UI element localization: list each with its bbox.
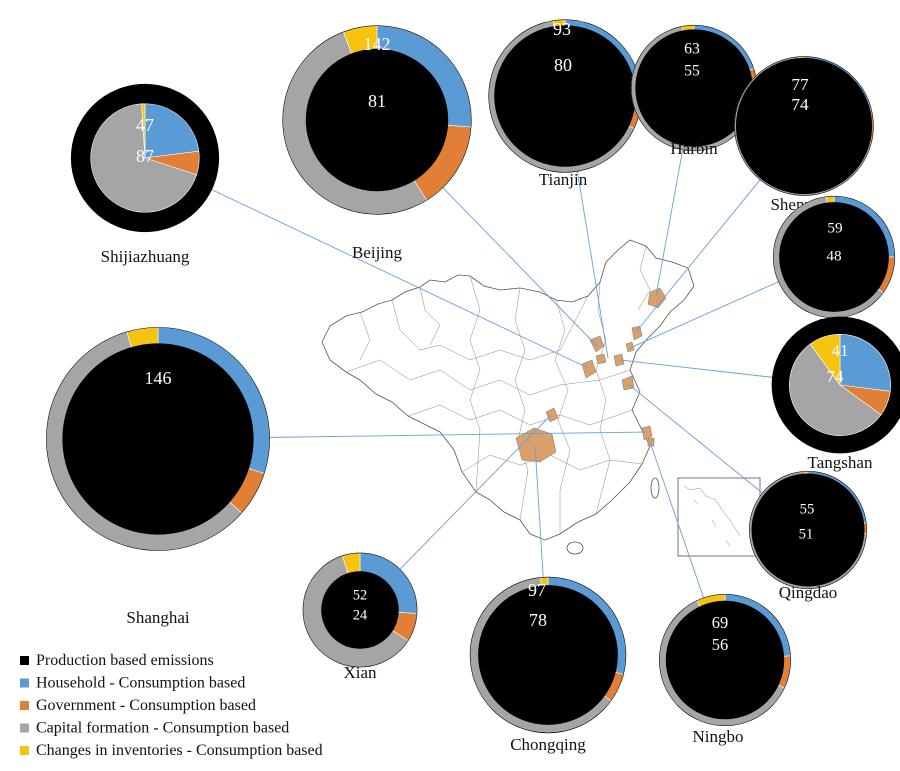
china-map [321,239,761,557]
consumption-value-tianjin: 93 [553,19,571,39]
donut-harbin: 63 55 Harbin [630,24,758,158]
production-disc-tianjin [494,25,636,167]
consumption-value-dalian: 59 [827,219,842,236]
city-donuts: 142 81 Beijing 93 80 Tianjin 63 55 Harbin 7774She… [46,19,900,754]
donut-beijing: 142 81 Beijing [282,25,472,262]
hainan-island [566,541,584,555]
donut-ningbo: 69 56 Ningbo [658,593,792,746]
legend-swatch-household [20,678,29,688]
donut-chongqing: 97 78 Chongqing [469,576,627,754]
production-disc-shenyang [735,57,873,195]
legend-label-household: Household - Consumption based [36,675,245,692]
donut-dalian: 5948Dalian [772,195,896,334]
donut-tianjin: 93 80 Tianjin [488,19,642,189]
city-label-xian: Xian [343,663,377,682]
city-label-ningbo: Ningbo [693,727,744,746]
production-disc-shanghai [62,343,254,535]
city-label-chongqing: Chongqing [510,735,586,754]
donut-qingdao: 55 51 Qingdao [749,471,867,602]
production-value-ningbo: 56 [712,635,728,654]
production-value-beijing: 81 [368,91,386,111]
city-label-beijing: Beijing [352,243,403,262]
legend-label-production: Production based emissions [36,652,214,669]
city-label-qingdao: Qingdao [779,583,838,602]
consumption-value-beijing: 142 [364,34,391,54]
donut-outline-shenyang [734,56,874,196]
consumption-value-shanghai: 199 [145,298,172,318]
slice-tangshan-capital [789,343,882,436]
production-disc-qingdao [751,473,865,587]
city-label-tangshan: Tangshan [808,453,873,472]
production-value-xian: 24 [353,607,367,623]
donut-shenyang: 7774Shenyang [734,56,874,214]
donut-outline-qingdao [749,471,867,589]
donut-outline-shanghai [46,327,270,551]
legend-swatch-capital [20,723,29,733]
production-disc-dalian [779,202,889,312]
consumption-value-xian: 52 [353,587,367,603]
slice-tangshan-inventories [809,334,841,386]
legend-label-inventories: Changes in inventories - Consumption bas… [36,742,323,759]
taiwan-island [650,477,660,499]
consumption-value-tangshan: 41 [832,341,849,360]
donut-outline-chongqing [469,576,627,734]
consumption-value-ningbo: 69 [712,613,728,632]
slice-shijiazhuang-household [144,103,200,159]
production-value-tangshan: 74 [827,367,845,386]
production-value-dalian: 48 [826,247,842,264]
consumption-value-shenyang: 77 [791,75,809,94]
production-value-shanghai: 146 [145,368,172,388]
production-disc-ningbo [665,600,785,720]
city-label-shanghai: Shanghai [126,608,190,627]
legend-swatch-production [20,656,29,665]
consumption-value-shijiazhuang: 47 [136,115,154,135]
donut-outline-shijiazhuang [70,83,220,233]
city-label-tianjin: Tianjin [539,170,588,189]
donut-outline-beijing [282,25,472,215]
production-value-chongqing: 78 [529,610,547,630]
production-value-qingdao: 51 [799,526,814,542]
production-disc-xian [321,571,399,649]
donut-tangshan: 41 74 Tangshan [771,316,900,472]
donut-outline-xian [302,552,418,668]
china-outline [321,239,695,541]
city-label-harbin: Harbin [670,139,718,158]
city-label-shijiazhuang: Shijiazhuang [101,247,190,266]
production-disc-chongqing [478,585,618,725]
consumption-value-qingdao: 55 [800,501,815,517]
legend-swatch-government [20,701,29,710]
donut-shijiazhuang: 47 87 Shijiazhuang [70,83,220,266]
production-value-harbin: 55 [684,63,700,80]
consumption-value-harbin: 63 [684,41,700,58]
production-disc-beijing [305,48,449,192]
legend-swatch-inventories [20,746,29,755]
slice-tangshan-household [839,334,891,392]
production-value-tianjin: 80 [554,55,572,75]
legend: Production based emissions Household - Co… [20,652,323,759]
donut-shanghai: 199 146 Shanghai [46,298,270,627]
slice-shijiazhuang-capital [90,103,197,213]
south-china-sea-inset [677,477,761,557]
consumption-value-chongqing: 97 [528,580,546,600]
leader-line-shijiazhuang [144,157,589,369]
production-value-shijiazhuang: 87 [136,146,154,166]
donut-xian: 52 24 Xian [302,552,418,682]
production-value-shenyang: 74 [791,95,809,114]
donut-outline-tangshan [771,316,900,454]
donut-outline-ningbo [658,593,792,727]
legend-label-government: Government - Consumption based [36,697,256,714]
legend-label-capital: Capital formation - Consumption based [36,720,289,737]
slice-shijiazhuang-inventories [141,103,146,159]
production-disc-harbin [635,29,753,147]
